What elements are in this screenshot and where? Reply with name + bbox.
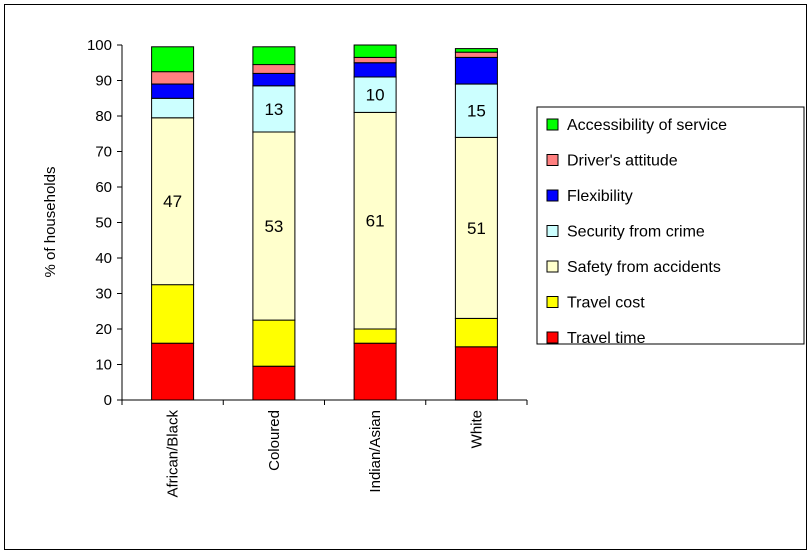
legend-swatch: [546, 225, 559, 237]
bar-segment-0-6: [151, 46, 195, 73]
y-tick-label: 50: [95, 215, 112, 232]
legend-swatch: [546, 154, 559, 166]
bar-segment-3-2: [454, 136, 498, 319]
bar-segment-1-4: [252, 72, 296, 87]
legend-frame: [536, 106, 805, 345]
legend-label: Flexibility: [567, 188, 633, 205]
bar-segment-3-6: [454, 48, 498, 53]
data-label: 51: [467, 219, 486, 238]
bar-segment-0-5: [151, 71, 195, 85]
data-label: 13: [264, 100, 283, 119]
bar-segment-2-4: [353, 62, 397, 78]
legend-label: Travel time: [567, 330, 646, 347]
legend-label: Travel cost: [567, 295, 645, 312]
bar-segment-2-3: [353, 76, 397, 113]
bar-segment-0-3: [151, 97, 195, 119]
y-tick-label: 100: [87, 37, 112, 54]
data-label: 15: [467, 102, 486, 121]
bar-segment-0-4: [151, 83, 195, 99]
bar-segment-0-0: [151, 342, 195, 401]
y-axis-label: % of households: [42, 167, 59, 278]
legend: Accessibility of service Driver's attitud…: [536, 106, 805, 347]
legend-swatch: [546, 260, 559, 273]
y-tick-label: 80: [95, 108, 112, 125]
bar-segment-0-2: [151, 117, 195, 286]
bar-segment-2-6: [353, 44, 397, 58]
bar-segment-0-1: [151, 284, 195, 344]
bar-segment-1-6: [252, 46, 296, 66]
bar-segment-2-0: [353, 342, 397, 401]
legend-swatch: [546, 189, 559, 202]
y-tick-label: 20: [95, 321, 112, 338]
legend-label: Accessibility of service: [567, 117, 727, 134]
y-tick-label: 70: [95, 144, 112, 161]
y-tick-label: 40: [95, 250, 112, 267]
bar-segment-2-1: [353, 328, 397, 344]
legend-swatch: [546, 296, 559, 308]
bar-segment-1-3: [252, 85, 296, 133]
y-tick-label: 90: [95, 73, 112, 90]
legend-label: Driver's attitude: [567, 153, 678, 170]
bar-segment-1-0: [252, 365, 296, 401]
bar-segment-1-5: [252, 64, 296, 74]
x-tick-label: Indian/Asian: [367, 410, 384, 493]
data-label: 53: [264, 217, 283, 236]
bar-segment-3-4: [454, 56, 498, 85]
y-tick-label: 10: [95, 357, 112, 374]
data-label: 61: [366, 212, 385, 231]
legend-label: Security from crime: [567, 224, 705, 241]
data-label: 47: [163, 192, 182, 211]
data-label: 10: [366, 86, 385, 105]
bar-segment-1-1: [252, 319, 296, 367]
legend-label: Safety from accidents: [567, 259, 721, 276]
bar-segment-2-5: [353, 56, 397, 64]
x-tick-label: African/Black: [165, 410, 182, 498]
y-tick-label: 60: [95, 179, 112, 196]
bar-segment-3-0: [454, 346, 498, 401]
y-tick-label: 0: [104, 392, 112, 409]
bar-segment-3-1: [454, 317, 498, 348]
y-tick-label: 30: [95, 286, 112, 303]
legend-swatch: [546, 118, 559, 131]
x-tick-label: White: [468, 410, 485, 448]
bar-segment-3-3: [454, 83, 498, 138]
legend-swatch: [546, 331, 559, 344]
bar-segment-3-5: [454, 51, 498, 58]
x-tick-label: Coloured: [266, 410, 283, 471]
plot-area: 47 53 13 61 10 51 15 0 10 20 30 40 50 60 70 80 90 100 Afri…: [87, 37, 528, 498]
bar-segment-2-2: [353, 111, 397, 330]
